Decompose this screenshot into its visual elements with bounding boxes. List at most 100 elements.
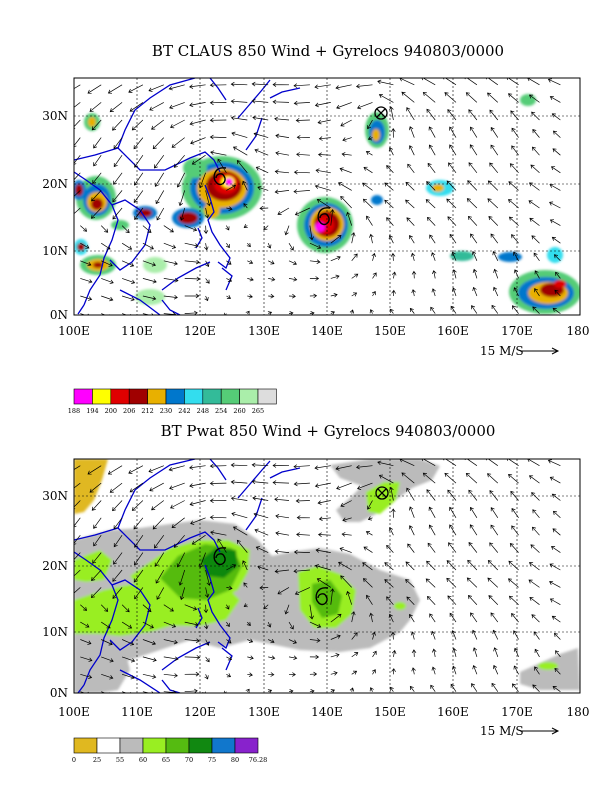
wind-arrow xyxy=(142,604,152,613)
wind-arrow xyxy=(247,294,253,299)
wind-arrow xyxy=(209,100,227,106)
wind-arrow xyxy=(362,562,373,571)
wind-arrow xyxy=(309,293,318,299)
wind-arrow xyxy=(204,243,209,251)
wind-arrow xyxy=(447,489,457,501)
wind-arrow xyxy=(449,233,457,244)
wind-arrow xyxy=(113,137,123,150)
wind-arrow xyxy=(163,260,178,266)
wind-arrow xyxy=(205,260,210,268)
wind-arrow xyxy=(275,531,290,536)
wind-arrow xyxy=(189,465,206,470)
wind-arrow xyxy=(93,517,102,529)
wind-arrow xyxy=(163,656,179,662)
wind-arrow xyxy=(252,496,269,501)
wind-arrow xyxy=(529,597,540,605)
wind-arrow xyxy=(341,532,352,537)
wind-arrow xyxy=(554,667,561,675)
wind-arrow xyxy=(294,207,311,216)
wind-arrow xyxy=(448,542,457,553)
wind-arrow xyxy=(255,546,269,553)
wind-arrow xyxy=(405,579,415,588)
wind-arrow xyxy=(489,109,499,121)
wind-arrow xyxy=(551,113,561,121)
wind-arrow xyxy=(113,535,123,548)
wind-arrow xyxy=(491,682,499,692)
wind-arrow xyxy=(113,552,123,565)
wind-arrow xyxy=(232,146,248,156)
lon-label: 120E xyxy=(184,324,216,338)
wind-arrow xyxy=(549,201,561,209)
wind-arrow xyxy=(316,198,331,209)
wind-arrow xyxy=(142,242,154,250)
lon-label: 110E xyxy=(121,324,153,338)
wind-arrow xyxy=(163,242,177,249)
wind-arrow xyxy=(467,595,478,605)
colorbar-label: 55 xyxy=(116,756,124,764)
wind-arrow xyxy=(129,482,144,493)
wind-arrow xyxy=(225,243,230,249)
wind-arrow xyxy=(317,119,331,125)
lon-label: 120E xyxy=(184,705,216,719)
wind-arrow xyxy=(230,496,248,501)
wind-arrow xyxy=(163,673,178,678)
wind-arrow xyxy=(309,276,320,281)
wind-scale-label: 15 M/S xyxy=(480,724,524,738)
wind-arrow xyxy=(121,691,132,693)
wind-arrow xyxy=(275,151,290,156)
wind-arrow xyxy=(203,604,209,614)
wind-arrow xyxy=(549,563,561,571)
wind-arrow xyxy=(184,638,200,644)
wind-arrow xyxy=(466,198,478,209)
colorbar-label: 212 xyxy=(141,407,153,415)
wind-arrow xyxy=(277,207,290,215)
wind-arrow xyxy=(487,198,499,209)
wind-arrow xyxy=(469,144,478,156)
wind-arrow xyxy=(275,133,290,139)
colorbar-swatch xyxy=(188,737,213,754)
wind-arrow xyxy=(340,575,352,588)
wind-arrow xyxy=(128,84,144,93)
wind-arrow xyxy=(247,259,254,265)
wind-arrow xyxy=(288,260,297,266)
wind-arrow xyxy=(431,666,436,675)
wind-arrow xyxy=(293,464,310,469)
wind-arrow xyxy=(230,479,248,485)
wind-arrow xyxy=(107,465,123,475)
wind-arrow xyxy=(330,235,342,244)
wind-arrow xyxy=(202,691,206,693)
wind-arrow xyxy=(173,534,185,548)
wind-arrow xyxy=(101,278,114,285)
wind-arrow xyxy=(251,98,269,104)
wind-arrow xyxy=(89,102,102,112)
lat-label: 0N xyxy=(50,308,68,322)
wind-arrow xyxy=(170,119,185,129)
wind-arrow xyxy=(315,168,331,174)
colorbar-swatch xyxy=(147,388,167,405)
wind-arrow xyxy=(369,309,374,314)
lon-label: 100E xyxy=(58,705,90,719)
wind-arrow xyxy=(151,119,165,130)
colorbar-swatch xyxy=(73,737,98,754)
wind-arrow xyxy=(210,530,227,536)
wind-arrow xyxy=(296,532,310,537)
wind-arrow xyxy=(372,272,377,279)
colorbar-swatch xyxy=(110,388,130,405)
wind-arrow xyxy=(340,119,352,127)
wind-arrow xyxy=(550,546,561,553)
wind-arrow xyxy=(184,259,200,265)
wind-arrow xyxy=(451,630,457,640)
wind-arrow xyxy=(251,81,269,87)
wind-arrow xyxy=(411,289,416,297)
wind-arrow xyxy=(336,482,352,490)
wind-arrow xyxy=(113,172,123,185)
wind-arrow xyxy=(257,565,269,571)
wind-arrow xyxy=(163,639,178,645)
wind-arrow xyxy=(487,92,499,103)
wind-arrow xyxy=(549,95,561,103)
wind-arrow xyxy=(367,516,373,521)
wind-arrow xyxy=(101,656,114,663)
wind-arrow xyxy=(178,190,186,207)
wind-arrow xyxy=(100,225,109,233)
lon-label: 130E xyxy=(248,705,280,719)
